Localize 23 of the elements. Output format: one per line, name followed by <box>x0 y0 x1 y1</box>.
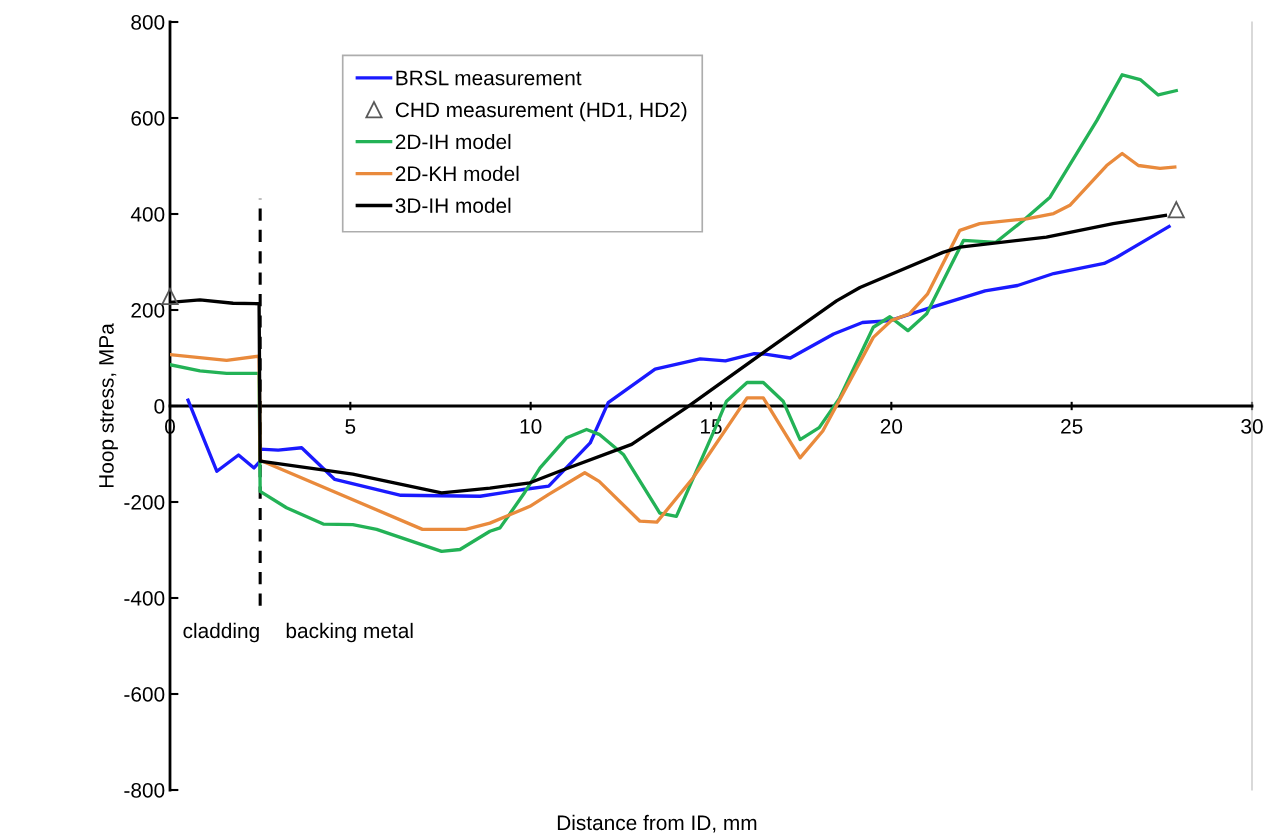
x-axis-title: Distance from ID, mm <box>557 814 757 833</box>
y-tick-label: -800 <box>124 783 165 798</box>
y-axis-title: Hoop stress, MPa <box>99 323 118 488</box>
y-tick-label: -600 <box>124 687 165 702</box>
y-tick-label: 600 <box>131 111 165 126</box>
x-tick-label: 30 <box>1241 419 1263 434</box>
legend-label: 2D-KH model <box>395 165 519 182</box>
y-tick-label: 800 <box>131 15 165 30</box>
y-tick-label: -400 <box>124 591 165 606</box>
legend-label: BRSL measurement <box>396 70 582 86</box>
x-tick-label: 20 <box>880 419 903 434</box>
x-tick-label: 10 <box>520 419 542 434</box>
legend-label: 2D-IH model <box>395 133 511 150</box>
y-tick-label: 0 <box>154 399 165 414</box>
annotation: cladding <box>183 622 259 643</box>
legend-label: 3D-IH model <box>395 197 511 214</box>
y-tick-label: 200 <box>131 303 165 318</box>
y-tick-label: 400 <box>130 207 165 222</box>
y-tick-label: -200 <box>124 495 165 510</box>
x-tick-label: 5 <box>345 419 356 434</box>
legend-label: CHD measurement (HD1, HD2) <box>395 101 687 122</box>
annotation: backing metal <box>286 622 413 643</box>
x-tick-label: 25 <box>1061 419 1083 434</box>
